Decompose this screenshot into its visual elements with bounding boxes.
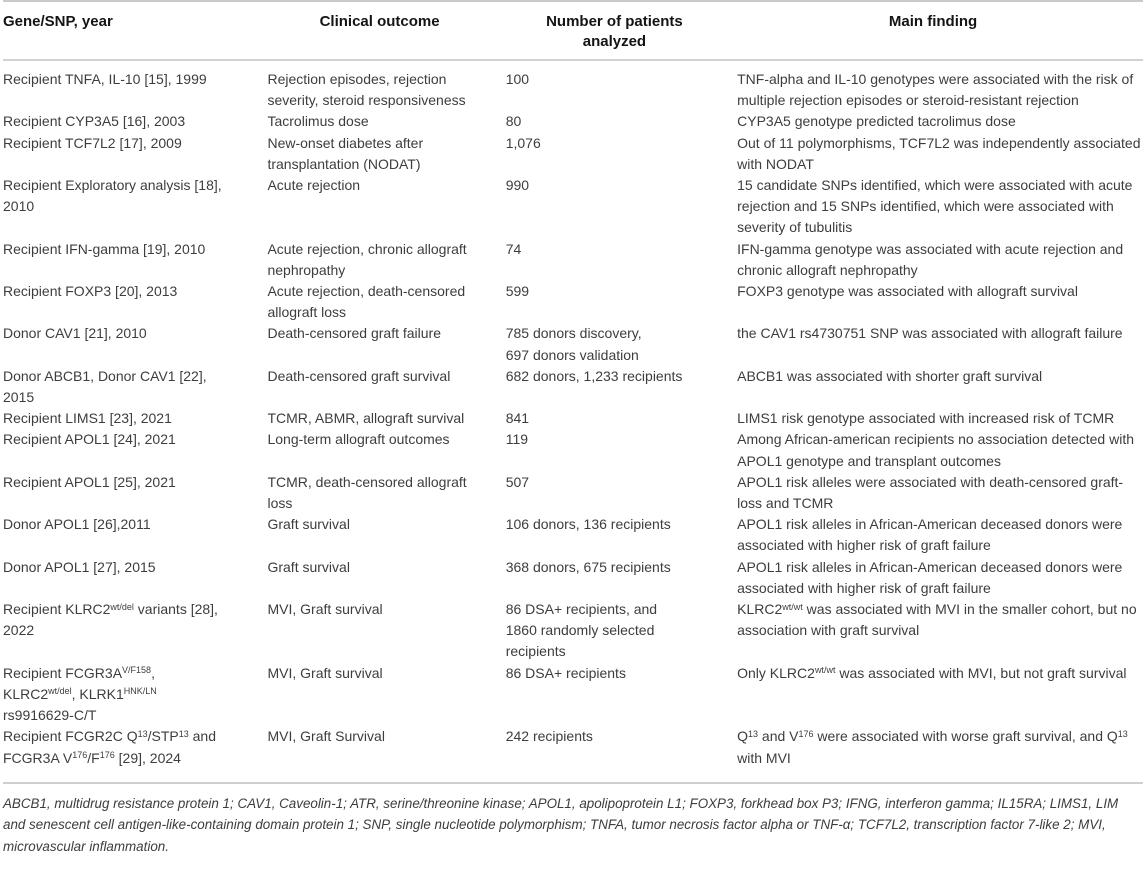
table-row: Recipient FOXP3 [20], 2013 Acute rejectio… (3, 281, 1143, 323)
cell-gene: Recipient IFN-gamma [19], 2010 (3, 240, 206, 257)
gene-snp-table: Gene/SNP, year Clinical outcome Number o… (3, 0, 1143, 784)
cell-finding: Only KLRC2wt/wt was associated with MVI,… (737, 664, 1127, 681)
table-row: Donor APOL1 [27], 2015 Graft survival 368 … (3, 557, 1143, 599)
cell-finding: TNF-alpha and IL-10 genotypes were assoc… (737, 71, 1134, 109)
cell-finding: IFN-gamma genotype was associated with a… (737, 240, 1124, 278)
table-header: Gene/SNP, year Clinical outcome Number o… (3, 1, 1143, 60)
cell-outcome: MVI, Graft Survival (267, 728, 385, 745)
cell-outcome: Graft survival (267, 558, 350, 575)
cell-gene: Donor CAV1 [21], 2010 (3, 325, 147, 342)
cell-gene: Recipient FOXP3 [20], 2013 (3, 283, 178, 300)
cell-gene: Recipient TNFA, IL-10 [15], 1999 (3, 71, 207, 87)
cell-outcome: Acute rejection, death-censored allograf… (267, 283, 466, 321)
cell-patients: 1,076 (505, 134, 541, 151)
cell-outcome: Death-censored graft survival (267, 367, 451, 384)
cell-gene: Recipient APOL1 [24], 2021 (3, 431, 176, 448)
cell-outcome: Death-censored graft failure (267, 325, 442, 342)
table-row: Recipient Exploratory analysis [18], 2010… (3, 175, 1143, 239)
cell-finding: FOXP3 genotype was associated with allog… (737, 283, 1078, 300)
cell-outcome: Tacrolimus dose (267, 113, 369, 130)
cell-patients: 841 (505, 410, 530, 427)
cell-gene: Donor ABCB1, Donor CAV1 [22], 2015 (3, 367, 207, 406)
cell-patients: 86 DSA+ recipients, and 1860 randomly sel… (505, 601, 658, 660)
cell-gene: Recipient Exploratory analysis [18], 2010 (3, 177, 222, 215)
cell-finding: LIMS1 risk genotype associated with incr… (737, 410, 1115, 427)
table-row: Recipient APOL1 [25], 2021 TCMR, death-ce… (3, 472, 1143, 514)
col-header-clinical-outcome: Clinical outcome (319, 13, 440, 30)
cell-patients: 74 (505, 240, 522, 257)
cell-gene: Donor APOL1 [27], 2015 (3, 558, 156, 575)
cell-patients: 106 donors, 136 recipients (505, 516, 671, 533)
cell-outcome: TCMR, ABMR, allograft survival (267, 410, 465, 427)
table-row: Recipient KLRC2wt/del variants [28], 2022… (3, 599, 1143, 663)
cell-finding: 15 candidate SNPs identified, which were… (737, 177, 1133, 236)
table-body: Recipient TNFA, IL-10 [15], 1999 Rejectio… (3, 60, 1143, 783)
cell-gene: Donor APOL1 [26],2011 (3, 516, 151, 533)
cell-finding: the CAV1 rs4730751 SNP was associated wi… (737, 325, 1123, 342)
header-row: Gene/SNP, year Clinical outcome Number o… (3, 1, 1143, 60)
cell-outcome: New-onset diabetes after transplantation… (267, 134, 424, 172)
table-row: Recipient FCGR3AV/F158, KLRC2wt/del, KLRK… (3, 663, 1143, 727)
table-row: Recipient CYP3A5 [16], 2003 Tacrolimus do… (3, 111, 1143, 132)
table-footnote: ABCB1, multidrug resistance protein 1; C… (3, 795, 1119, 854)
table-row: Donor APOL1 [26],2011 Graft survival 106 d… (3, 514, 1143, 556)
cell-patients: 86 DSA+ recipients (505, 664, 626, 681)
cell-finding: APOL1 risk alleles were associated with … (737, 473, 1124, 512)
cell-finding: Out of 11 polymorphisms, TCF7L2 was inde… (737, 134, 1141, 172)
col-header-main-finding: Main finding (888, 13, 978, 30)
cell-outcome: MVI, Graft survival (267, 664, 383, 681)
cell-patients: 599 (505, 283, 530, 300)
table-row: Recipient TCF7L2 [17], 2009 New-onset dia… (3, 133, 1143, 175)
cell-patients: 119 (505, 431, 529, 448)
col-header-gene-snp-year: Gene/SNP, year (3, 13, 113, 30)
table-row: Recipient APOL1 [24], 2021 Long-term allo… (3, 429, 1143, 471)
cell-gene: Recipient CYP3A5 [16], 2003 (3, 113, 186, 130)
table-row: Recipient LIMS1 [23], 2021 TCMR, ABMR, al… (3, 408, 1143, 429)
cell-patients: 682 donors, 1,233 recipients (505, 367, 683, 384)
cell-finding: ABCB1 was associated with shorter graft … (737, 367, 1043, 384)
cell-finding: KLRC2wt/wt was associated with MVI in th… (737, 601, 1137, 639)
cell-patients: 507 (505, 473, 530, 490)
cell-outcome: Acute rejection (267, 177, 361, 194)
cell-finding: Q13 and V176 were associated with worse … (737, 728, 1128, 766)
cell-gene: Recipient FCGR3AV/F158, KLRC2wt/del, KLRK… (3, 664, 157, 724)
col-header-number-of-patients: Number of patients analyzed (546, 13, 683, 50)
table-row: Donor CAV1 [21], 2010 Death-censored graf… (3, 323, 1143, 365)
cell-finding: APOL1 risk alleles in African-American d… (737, 516, 1123, 554)
cell-gene: Recipient APOL1 [25], 2021 (3, 473, 176, 490)
cell-finding: Among African-american recipients no ass… (737, 431, 1134, 469)
cell-finding: APOL1 risk alleles in African-American d… (737, 558, 1123, 596)
cell-outcome: MVI, Graft survival (267, 601, 383, 618)
cell-patients: 242 recipients (505, 728, 593, 745)
cell-patients: 80 (505, 113, 522, 130)
cell-outcome: Acute rejection, chronic allograft nephr… (267, 240, 467, 278)
cell-patients: 785 donors discovery, 697 donors validati… (505, 325, 642, 363)
cell-outcome: Rejection episodes, rejection severity, … (267, 71, 466, 109)
cell-gene: Recipient KLRC2wt/del variants [28], 2022 (3, 601, 218, 639)
cell-outcome: TCMR, death-censored allograft loss (267, 473, 467, 512)
cell-outcome: Graft survival (267, 516, 350, 533)
table-row: Donor ABCB1, Donor CAV1 [22], 2015 Death-c… (3, 366, 1143, 408)
table-row: Recipient IFN-gamma [19], 2010 Acute reje… (3, 239, 1143, 281)
cell-patients: 990 (505, 177, 530, 194)
cell-finding: CYP3A5 genotype predicted tacrolimus dos… (737, 113, 1016, 130)
cell-patients: 100 (505, 71, 530, 87)
cell-patients: 368 donors, 675 recipients (505, 558, 671, 575)
cell-gene: Recipient TCF7L2 [17], 2009 (3, 134, 182, 151)
table-row: Recipient TNFA, IL-10 [15], 1999 Rejectio… (3, 60, 1143, 111)
table-row: Recipient FCGR2C Q13/STP13 and FCGR3A V17… (3, 726, 1143, 782)
cell-gene: Recipient LIMS1 [23], 2021 (3, 410, 172, 427)
cell-gene: Recipient FCGR2C Q13/STP13 and FCGR3A V17… (3, 728, 216, 766)
cell-outcome: Long-term allograft outcomes (267, 431, 450, 448)
